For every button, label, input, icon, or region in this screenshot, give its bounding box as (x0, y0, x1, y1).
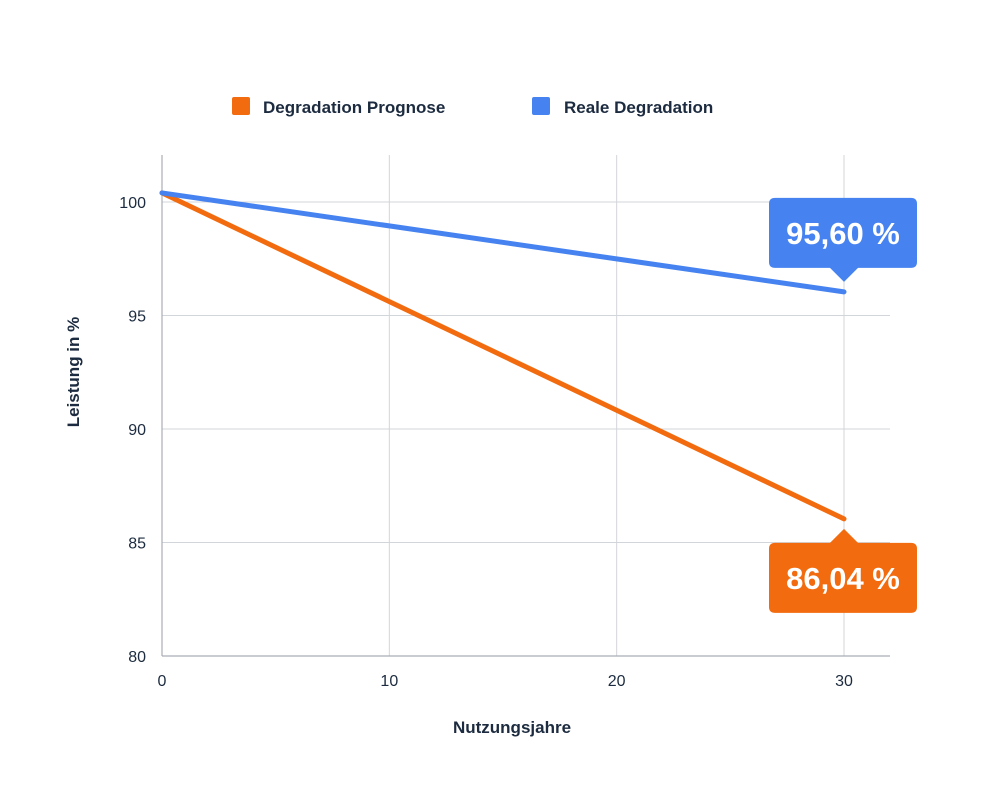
end-value-callouts: 86,04 % 95,60 % (769, 197, 917, 613)
y-tick-label-80: 80 (128, 649, 146, 666)
x-tick-label-30: 30 (835, 673, 853, 690)
x-tick-label-10: 10 (380, 673, 398, 690)
x-tick-label-20: 20 (608, 673, 626, 690)
tick-labels: 0 10 20 30 80 85 90 95 100 (119, 195, 853, 690)
y-tick-label-95: 95 (128, 309, 146, 326)
y-axis-title: Leistung in % (64, 317, 83, 428)
legend-swatch-prognose (232, 97, 250, 115)
series-line-real (159, 190, 847, 295)
legend-swatch-real (532, 97, 550, 115)
callout-box-prognose (769, 528, 917, 613)
callout-box-real (769, 197, 917, 282)
legend-item-prognose: Degradation Prognose (232, 97, 445, 117)
axes (161, 155, 890, 657)
y-tick-label-85: 85 (128, 536, 146, 553)
x-tick-label-0: 0 (158, 673, 167, 690)
legend-label-real: Reale Degradation (564, 98, 713, 117)
callout-label-real: 95,60 % (786, 216, 900, 251)
series-line-prognose (159, 190, 847, 522)
x-axis-title: Nutzungsjahre (453, 718, 571, 737)
legend: Degradation Prognose Reale Degradation (232, 97, 713, 117)
series-lines (159, 190, 847, 522)
legend-label-prognose: Degradation Prognose (263, 98, 445, 117)
y-tick-label-90: 90 (128, 422, 146, 439)
legend-item-real: Reale Degradation (532, 97, 713, 117)
callout-label-prognose: 86,04 % (786, 561, 900, 596)
y-tick-label-100: 100 (119, 195, 146, 212)
